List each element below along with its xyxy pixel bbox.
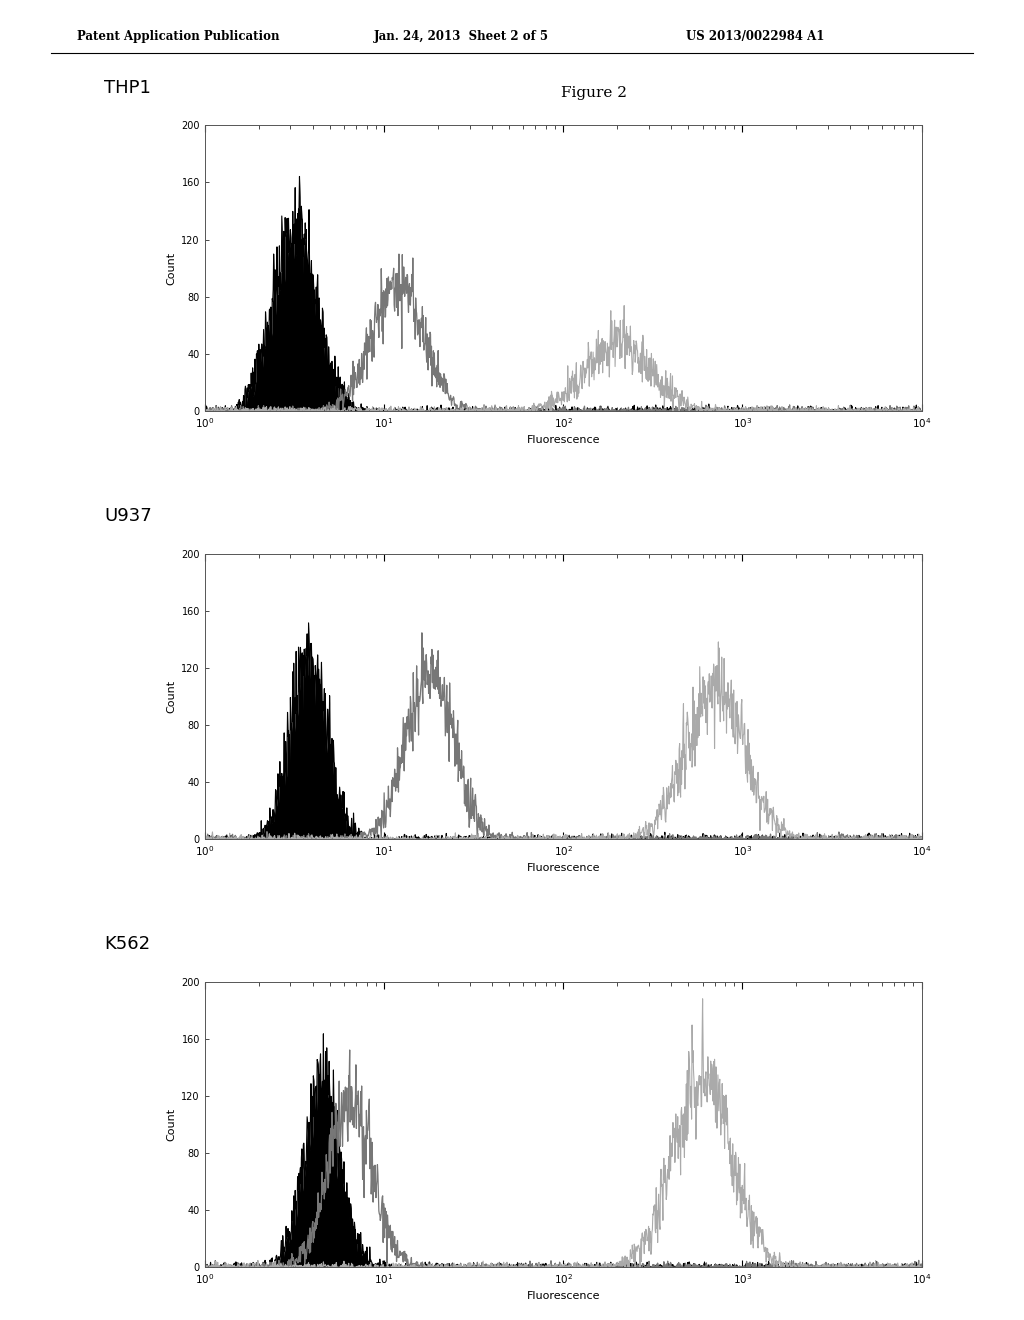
Text: Figure 2: Figure 2 bbox=[561, 86, 627, 100]
Text: Patent Application Publication: Patent Application Publication bbox=[77, 30, 280, 44]
X-axis label: Fluorescence: Fluorescence bbox=[526, 436, 600, 445]
Text: THP1: THP1 bbox=[104, 79, 152, 96]
Y-axis label: Count: Count bbox=[166, 680, 176, 713]
X-axis label: Fluorescence: Fluorescence bbox=[526, 863, 600, 874]
Text: US 2013/0022984 A1: US 2013/0022984 A1 bbox=[686, 30, 824, 44]
Text: Jan. 24, 2013  Sheet 2 of 5: Jan. 24, 2013 Sheet 2 of 5 bbox=[374, 30, 549, 44]
Y-axis label: Count: Count bbox=[166, 252, 176, 285]
Y-axis label: Count: Count bbox=[166, 1107, 176, 1140]
Text: U937: U937 bbox=[104, 507, 153, 525]
Text: K562: K562 bbox=[104, 935, 151, 953]
X-axis label: Fluorescence: Fluorescence bbox=[526, 1291, 600, 1302]
